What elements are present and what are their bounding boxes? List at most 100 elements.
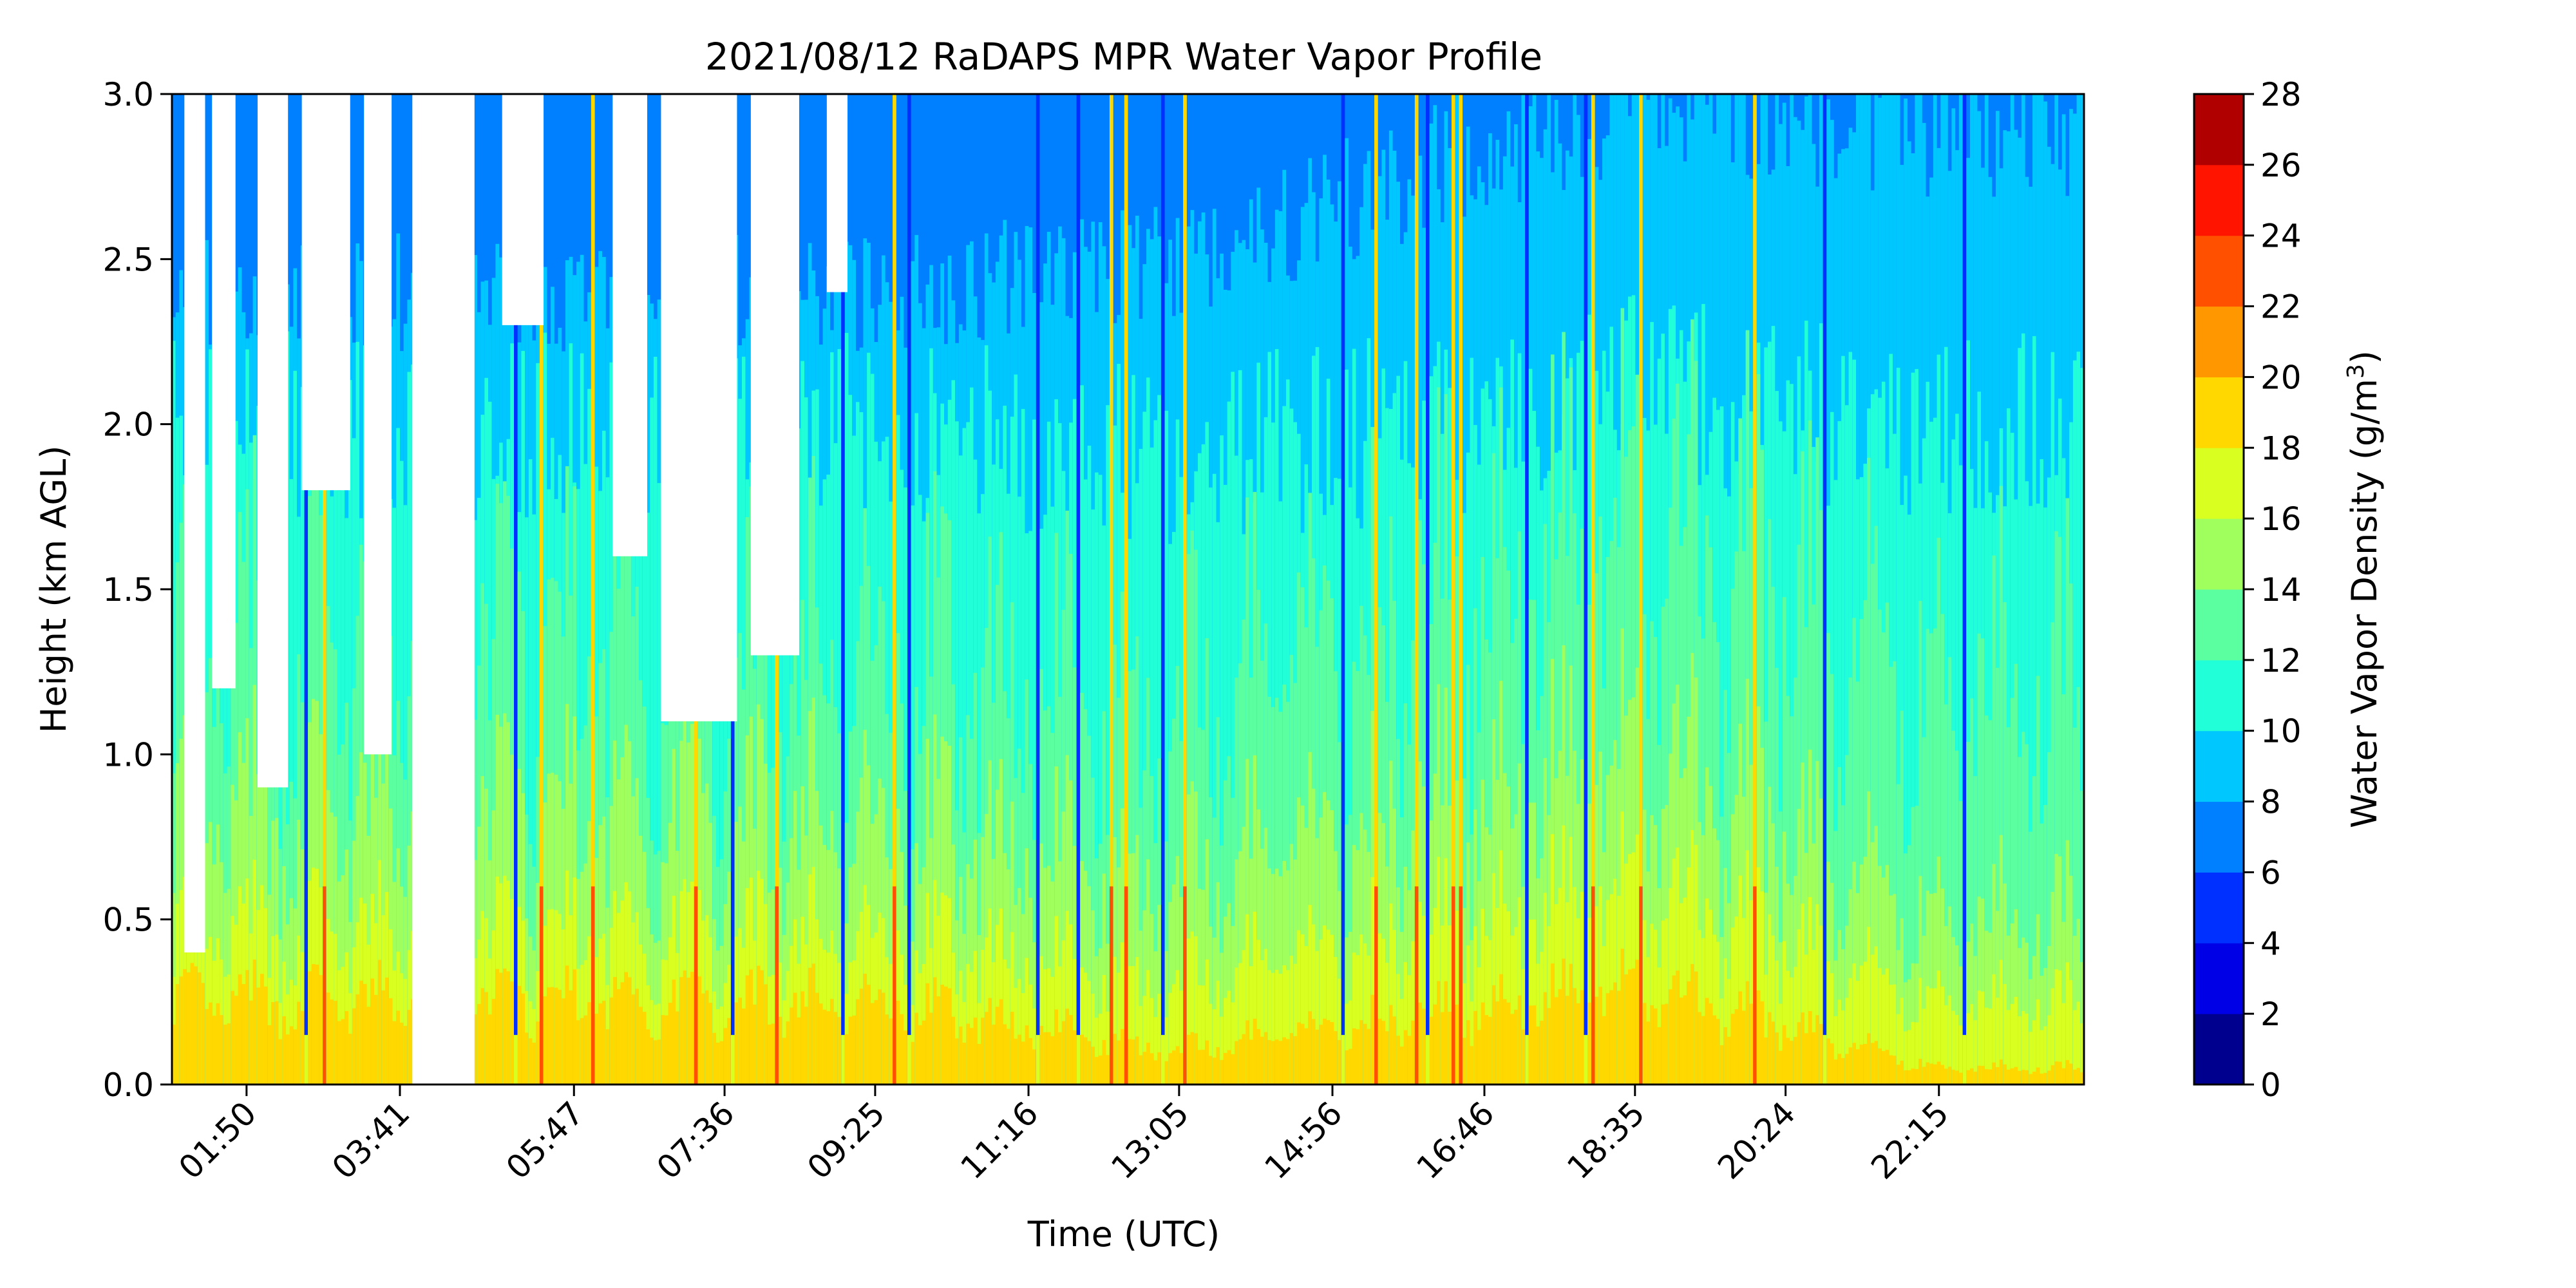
contour-band — [1668, 887, 1673, 1084]
contour-band — [1951, 730, 1956, 1084]
contour-band — [551, 987, 555, 1084]
contour-band — [1437, 981, 1441, 1084]
contour-band — [2007, 1069, 2011, 1084]
contour-band — [2003, 602, 2007, 1084]
contour-band — [1444, 858, 1449, 1084]
missing-data-region — [184, 94, 848, 1084]
contour-band — [2043, 968, 2048, 1084]
contour-band — [1756, 990, 1761, 1084]
contour-band — [2036, 999, 2041, 1084]
contour-band — [1083, 972, 1088, 1084]
contour-band — [1970, 1068, 1975, 1084]
contour-band — [1160, 1035, 1166, 1084]
contour-band — [1139, 1055, 1144, 1084]
contour-band — [1937, 1061, 1942, 1084]
contour-band — [1470, 1001, 1475, 1084]
contour-band — [683, 970, 688, 1084]
contour-band — [1484, 936, 1489, 1084]
contour-band — [1808, 897, 1813, 1084]
contour-band — [719, 462, 724, 1084]
contour-band — [172, 1025, 176, 1084]
contour-band — [1749, 900, 1754, 1084]
contour-band — [183, 969, 187, 1084]
contour-band — [194, 966, 198, 1084]
contour-band — [1573, 887, 1577, 1084]
contour-band — [2076, 1068, 2081, 1084]
contour-band — [1352, 1028, 1357, 1084]
contour-band — [1470, 1046, 1475, 1084]
contour-band — [1870, 564, 1875, 1084]
contour-band — [359, 980, 364, 1084]
contour-band — [1433, 1004, 1437, 1084]
contour-band — [639, 1007, 643, 1084]
contour-band — [2072, 1010, 2078, 1084]
contour-band — [1087, 1041, 1092, 1084]
contour-band — [1947, 1066, 1953, 1084]
contour-band — [1484, 1015, 1489, 1084]
contour-band — [1422, 1009, 1426, 1084]
contour-band — [1815, 1015, 1820, 1084]
contour-band — [1749, 1003, 1754, 1084]
contour-band — [1863, 961, 1868, 1084]
contour-band — [1797, 929, 1802, 1084]
contour-band — [1687, 867, 1691, 1084]
contour-band — [304, 1035, 309, 1084]
contour-band — [771, 1023, 776, 1084]
contour-band — [1672, 975, 1677, 1084]
contour-band — [1775, 960, 1779, 1084]
contour-band — [944, 986, 949, 1084]
contour-band — [1665, 918, 1669, 1084]
contour-band — [1032, 419, 1037, 1084]
contour-band — [2061, 694, 2067, 1084]
contour-band — [1212, 473, 1217, 1084]
contour-band — [311, 963, 316, 1084]
contour-band — [1274, 1039, 1280, 1084]
contour-band — [1139, 1006, 1144, 1084]
contour-band — [995, 925, 1000, 1084]
contour-band — [1543, 992, 1548, 1084]
contour-band — [1867, 927, 1871, 1084]
contour-band — [1701, 1016, 1706, 1084]
contour-band — [1833, 1059, 1839, 1084]
contour-band — [2072, 1069, 2078, 1084]
contour-band — [1385, 963, 1390, 1084]
contour-band — [1988, 720, 1993, 1084]
colorbar-tick-label: 20 — [2260, 359, 2302, 396]
contour-band — [245, 970, 250, 1084]
contour-band — [1616, 990, 1622, 1084]
contour-band — [1874, 526, 1879, 1084]
contour-band — [513, 94, 518, 1084]
contour-band — [1370, 994, 1375, 1084]
contour-band — [1076, 94, 1081, 1084]
contour-band — [1087, 981, 1092, 1084]
colorbar-label-main: Water Vapor Density (g/m — [2344, 379, 2385, 828]
contour-band — [1775, 1032, 1779, 1084]
missing-data-patch — [502, 94, 544, 325]
contour-band — [2040, 1074, 2044, 1084]
missing-data-patch — [301, 94, 350, 491]
contour-band — [2003, 1064, 2007, 1084]
contour-band — [2025, 1013, 2030, 1084]
contour-band — [1021, 1041, 1026, 1084]
y-tick-label: 0.0 — [102, 1066, 154, 1104]
contour-band — [1297, 1022, 1302, 1084]
contour-band — [238, 974, 243, 1084]
colorbar-swatch — [2194, 518, 2244, 590]
contour-band — [2080, 368, 2084, 1084]
contour-band — [1595, 996, 1600, 1084]
contour-band — [1179, 1053, 1184, 1084]
contour-band — [1495, 1001, 1500, 1084]
contour-band — [234, 996, 239, 1084]
contour-band — [249, 1000, 254, 1084]
contour-band — [1223, 1053, 1228, 1084]
contour-band — [1025, 958, 1030, 1084]
colorbar-swatch — [2194, 872, 2244, 943]
contour-band — [1106, 1055, 1110, 1084]
contour-band — [289, 1026, 294, 1084]
contour-band — [1003, 959, 1007, 1084]
contour-band — [1341, 1035, 1346, 1084]
contour-band — [554, 987, 559, 1084]
contour-band — [1852, 618, 1857, 1084]
contour-band — [1988, 1069, 1993, 1084]
contour-band — [1517, 897, 1522, 1084]
